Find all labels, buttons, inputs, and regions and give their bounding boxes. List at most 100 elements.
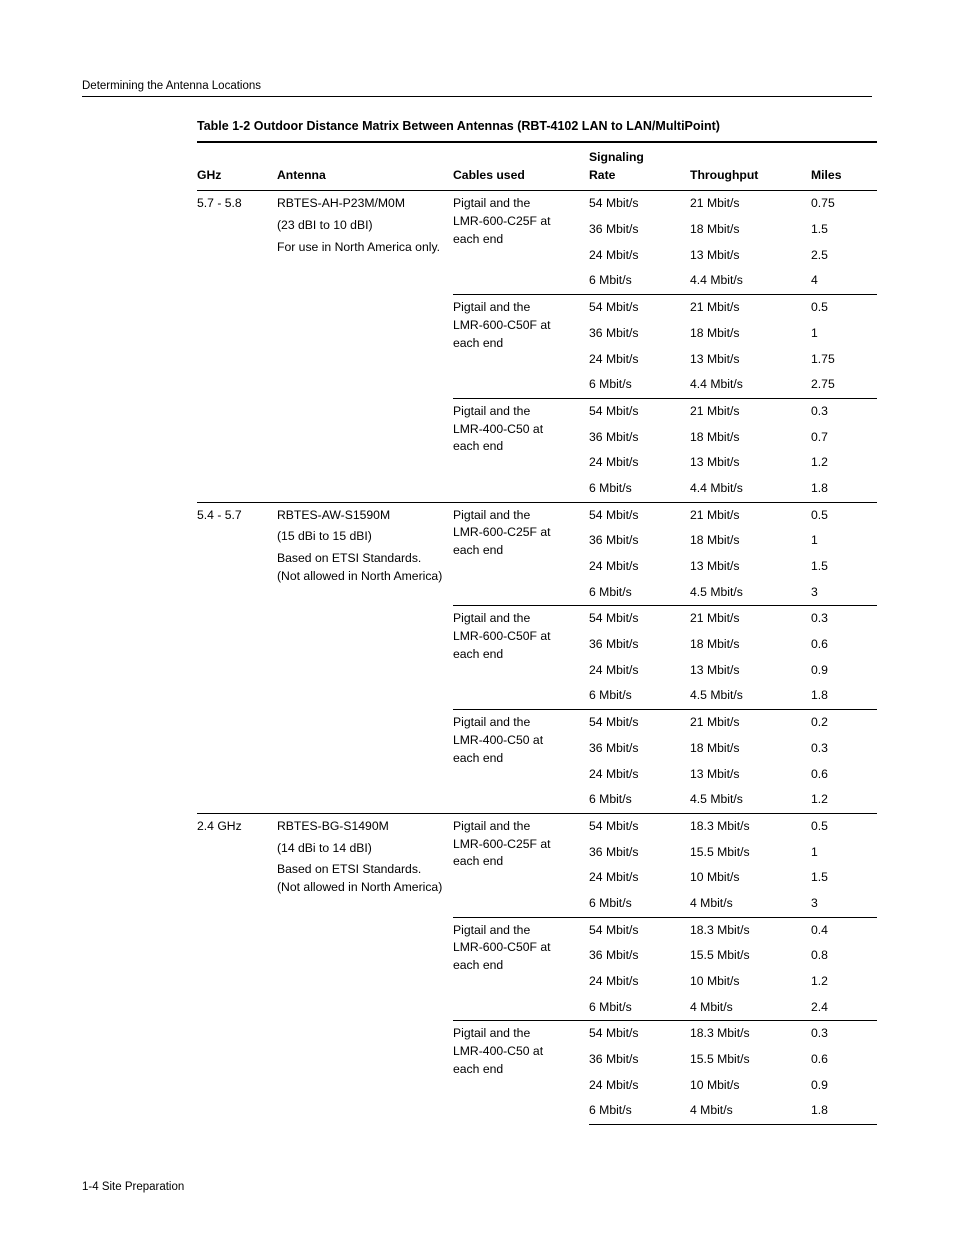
cell-signaling-rate: 36 Mbit/s	[589, 528, 690, 554]
cell-throughput: 18.3 Mbit/s	[690, 917, 811, 943]
cables-line: LMR-600-C50F at	[453, 939, 583, 957]
cell-signaling-rate: 54 Mbit/s	[589, 917, 690, 943]
cell-throughput: 21 Mbit/s	[690, 710, 811, 736]
cell-miles: 0.9	[811, 1073, 877, 1099]
cables-line: each end	[453, 335, 583, 353]
cell-throughput: 10 Mbit/s	[690, 1073, 811, 1099]
cables-line: each end	[453, 1061, 583, 1079]
col-rate-line2: Rate	[589, 168, 615, 182]
cell-miles: 1.2	[811, 450, 877, 476]
cell-miles: 0.2	[811, 710, 877, 736]
cell-signaling-rate: 54 Mbit/s	[589, 295, 690, 321]
table-caption: Table 1-2 Outdoor Distance Matrix Betwee…	[197, 119, 872, 133]
running-head: Determining the Antenna Locations	[82, 80, 872, 97]
col-antenna: Antenna	[277, 142, 453, 191]
cell-cables: Pigtail and theLMR-600-C50F ateach end	[453, 606, 589, 710]
cables-line: LMR-600-C50F at	[453, 317, 583, 335]
cell-miles: 0.8	[811, 943, 877, 969]
cell-miles: 1.75	[811, 347, 877, 373]
antenna-line: (15 dBi to 15 dBI)	[277, 528, 447, 546]
cell-miles: 0.6	[811, 632, 877, 658]
col-rate: Signaling Rate	[589, 142, 690, 191]
cell-miles: 3	[811, 580, 877, 606]
cables-line: Pigtail and the	[453, 922, 583, 940]
cell-antenna: RBTES-BG-S1490M(14 dBi to 14 dBI)Based o…	[277, 813, 453, 1124]
cell-miles: 1.5	[811, 865, 877, 891]
cell-throughput: 4 Mbit/s	[690, 995, 811, 1021]
cables-line: Pigtail and the	[453, 714, 583, 732]
cell-signaling-rate: 36 Mbit/s	[589, 425, 690, 451]
cell-throughput: 13 Mbit/s	[690, 450, 811, 476]
cables-line: LMR-600-C25F at	[453, 524, 583, 542]
cell-miles: 0.6	[811, 762, 877, 788]
cell-miles: 1.5	[811, 217, 877, 243]
cell-throughput: 21 Mbit/s	[690, 191, 811, 217]
cell-miles: 2.4	[811, 995, 877, 1021]
cell-throughput: 4 Mbit/s	[690, 1098, 811, 1124]
cell-signaling-rate: 6 Mbit/s	[589, 1098, 690, 1124]
cell-miles: 2.5	[811, 243, 877, 269]
cables-line: each end	[453, 853, 583, 871]
cables-line: LMR-400-C50 at	[453, 421, 583, 439]
table-header-row: GHz Antenna Cables used Signaling Rate T…	[197, 142, 877, 191]
cell-miles: 0.4	[811, 917, 877, 943]
cell-signaling-rate: 24 Mbit/s	[589, 243, 690, 269]
cell-signaling-rate: 24 Mbit/s	[589, 1073, 690, 1099]
cell-signaling-rate: 6 Mbit/s	[589, 580, 690, 606]
cell-cables: Pigtail and theLMR-400-C50 ateach end	[453, 710, 589, 814]
col-miles: Miles	[811, 142, 877, 191]
cell-miles: 1.2	[811, 787, 877, 813]
cell-signaling-rate: 24 Mbit/s	[589, 554, 690, 580]
cell-ghz: 5.7 - 5.8	[197, 191, 277, 502]
cell-throughput: 18 Mbit/s	[690, 321, 811, 347]
cell-throughput: 13 Mbit/s	[690, 243, 811, 269]
cell-miles: 2.75	[811, 372, 877, 398]
antenna-line: Based on ETSI Standards. (Not allowed in…	[277, 861, 447, 896]
cell-miles: 1.5	[811, 554, 877, 580]
distance-matrix-table: GHz Antenna Cables used Signaling Rate T…	[197, 141, 877, 1125]
cell-throughput: 13 Mbit/s	[690, 347, 811, 373]
cell-signaling-rate: 36 Mbit/s	[589, 943, 690, 969]
page-footer: 1-4 Site Preparation	[82, 1181, 184, 1193]
cables-line: each end	[453, 646, 583, 664]
cables-line: each end	[453, 542, 583, 560]
cables-line: Pigtail and the	[453, 1025, 583, 1043]
cell-antenna: RBTES-AH-P23M/M0M(23 dBI to 10 dBI)For u…	[277, 191, 453, 502]
cell-throughput: 15.5 Mbit/s	[690, 943, 811, 969]
cell-cables: Pigtail and theLMR-600-C50F ateach end	[453, 917, 589, 1021]
cell-miles: 0.75	[811, 191, 877, 217]
cell-signaling-rate: 6 Mbit/s	[589, 995, 690, 1021]
cell-signaling-rate: 36 Mbit/s	[589, 840, 690, 866]
cell-cables: Pigtail and theLMR-600-C25F ateach end	[453, 191, 589, 295]
cell-miles: 1.8	[811, 476, 877, 502]
cables-line: Pigtail and the	[453, 610, 583, 628]
cell-signaling-rate: 6 Mbit/s	[589, 372, 690, 398]
cell-miles: 1.2	[811, 969, 877, 995]
cell-miles: 0.3	[811, 398, 877, 424]
cell-throughput: 18.3 Mbit/s	[690, 813, 811, 839]
cell-throughput: 21 Mbit/s	[690, 502, 811, 528]
cables-line: each end	[453, 957, 583, 975]
cell-miles: 1.8	[811, 1098, 877, 1124]
cell-signaling-rate: 36 Mbit/s	[589, 321, 690, 347]
cables-line: Pigtail and the	[453, 818, 583, 836]
cell-signaling-rate: 24 Mbit/s	[589, 865, 690, 891]
cell-ghz: 5.4 - 5.7	[197, 502, 277, 813]
antenna-line: RBTES-BG-S1490M	[277, 818, 447, 836]
cables-line: Pigtail and the	[453, 507, 583, 525]
cell-miles: 1	[811, 528, 877, 554]
table-body: 5.7 - 5.8RBTES-AH-P23M/M0M(23 dBI to 10 …	[197, 191, 877, 1125]
table-row: 2.4 GHzRBTES-BG-S1490M(14 dBi to 14 dBI)…	[197, 813, 877, 839]
antenna-line: RBTES-AW-S1590M	[277, 507, 447, 525]
cell-throughput: 15.5 Mbit/s	[690, 840, 811, 866]
cell-signaling-rate: 24 Mbit/s	[589, 658, 690, 684]
cell-miles: 0.5	[811, 813, 877, 839]
cell-cables: Pigtail and theLMR-400-C50 ateach end	[453, 1021, 589, 1125]
cables-line: Pigtail and the	[453, 299, 583, 317]
cell-signaling-rate: 54 Mbit/s	[589, 191, 690, 217]
cell-signaling-rate: 6 Mbit/s	[589, 683, 690, 709]
cell-signaling-rate: 36 Mbit/s	[589, 632, 690, 658]
cables-line: each end	[453, 231, 583, 249]
cell-throughput: 18.3 Mbit/s	[690, 1021, 811, 1047]
cables-line: LMR-600-C50F at	[453, 628, 583, 646]
